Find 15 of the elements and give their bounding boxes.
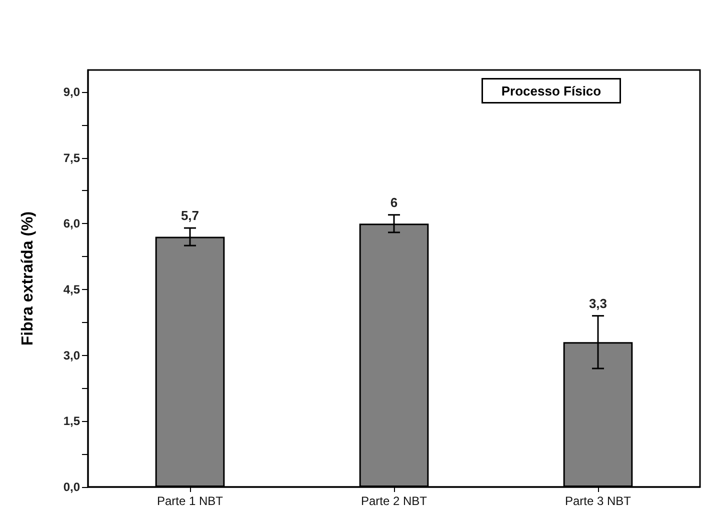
data-label: 3,3 [588,296,608,311]
y-tick-label: 4,5 [63,282,80,296]
y-tick-label: 3,0 [63,348,80,362]
y-tick-label: 9,0 [63,84,80,99]
y-axis-title: Fibra extraída (%) [20,211,36,346]
y-tick-label: 7,5 [63,150,80,165]
x-tick-label: Parte 1 NBT [156,494,224,508]
x-tick-label: Parte 2 NBT [360,494,428,508]
data-label: 6 [390,194,398,210]
annotation: Processo Físico [501,83,602,98]
y-tick-label: 0,0 [63,480,80,494]
y-tick-label: 1,5 [63,414,80,428]
y-tick-label: 6,0 [63,216,80,231]
data-label: 5,7 [180,208,200,224]
x-tick-label: Parte 3 NBT [564,494,632,508]
